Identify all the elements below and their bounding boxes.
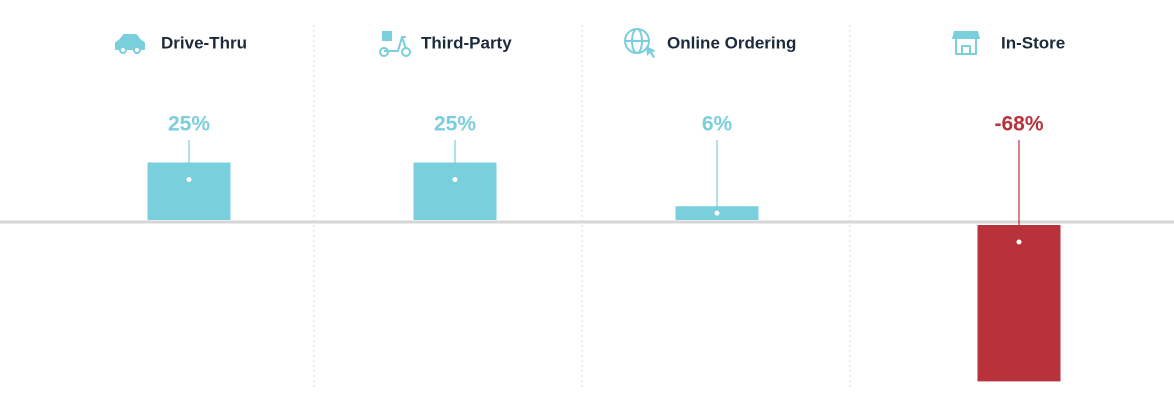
scooter-wheel [401,47,411,57]
cursor-icon [646,46,656,58]
value-label: 25% [434,113,476,136]
store-door [961,45,971,55]
scooter-icon [384,36,407,52]
car-wheel [119,46,127,54]
icons [115,28,980,58]
car-icon [115,34,145,50]
category-label: In-Store [1001,33,1065,52]
icon [624,28,656,58]
car-wheel [133,46,141,54]
leader-dot [452,177,458,182]
icon [115,34,145,54]
leader-dot [714,210,720,216]
value-label: 25% [168,113,210,136]
box-icon [382,31,392,41]
leader-dot [186,177,192,182]
bar [977,225,1061,382]
value-label: 6% [702,113,733,136]
leader-dot [1016,239,1022,245]
category-label: Third-Party [421,33,512,52]
scooter-wheel [379,47,389,57]
icon [379,31,411,57]
category-label: Online Ordering [667,33,796,52]
icon [952,31,980,55]
value-label: -68% [994,113,1043,136]
category-label: Drive-Thru [161,33,247,52]
store-roof [952,31,980,39]
